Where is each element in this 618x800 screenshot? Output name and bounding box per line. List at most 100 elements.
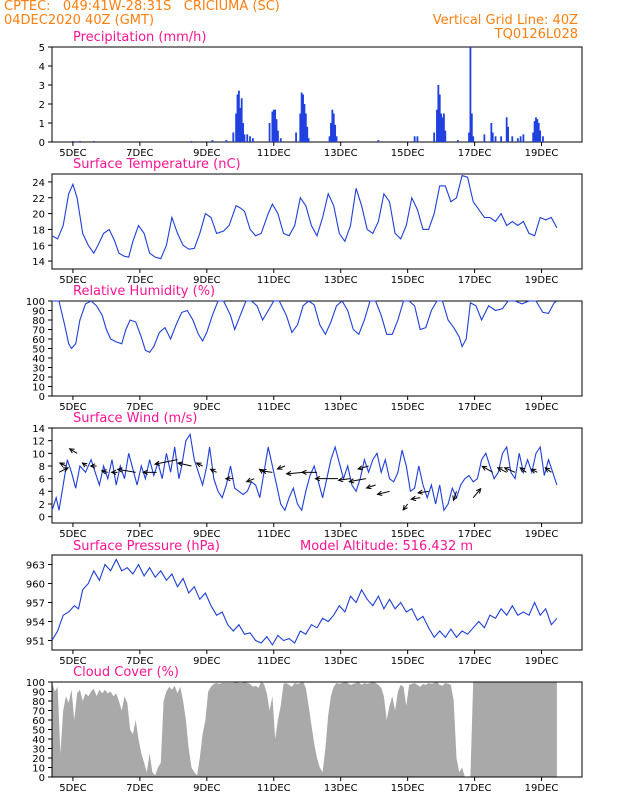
x-tick-label: 7DEC [126,275,153,286]
y-tick-label: 18 [32,225,45,236]
precip-bar [500,136,503,142]
y-tick-label: 963 [26,561,45,572]
y-tick-label: 954 [26,618,45,629]
y-tick-label: 60 [32,335,45,346]
precip-bar [271,111,274,142]
panel-4: Surface Pressure (hPa) Model Altitude: 51… [26,539,583,667]
x-tick-label: 17DEC [458,275,492,286]
wind-arrow-head [245,477,252,483]
wind-arrow [519,467,527,473]
wind-arrow [357,465,369,470]
x-tick-label: 17DEC [458,402,492,413]
y-tick-label: 0 [39,773,45,784]
panel-title: Precipitation (mm/h) [73,30,206,45]
x-tick-label: 9DEC [193,275,220,286]
wind-arrow [338,478,351,481]
panel-0: Precipitation (mm/h) 0 1 2 3 4 5 5DEC 7DEC 9DEC 11… [39,30,583,159]
wind-arrow [117,468,136,473]
y-tick-label: 3 [39,81,45,92]
y-tick-label: 5 [39,43,45,54]
y-tick-label: 2 [39,500,45,511]
x-tick-label: 13DEC [324,275,358,286]
wind-arrow-head [337,477,344,483]
y-tick-label: 80 [32,697,45,708]
panel-frame-overlay [51,681,583,778]
x-tick-label: 5DEC [59,402,86,413]
wind-arrow-head [276,464,283,470]
precip-bar [299,113,302,142]
wind-arrow [504,467,516,473]
precip-bar [300,92,303,142]
precip-bar [304,113,307,142]
panel-frame [51,173,583,270]
precip-bar [470,113,473,142]
wind-arrow-head [348,478,355,484]
precip-bar [306,126,309,142]
x-tick-label: 19DEC [525,148,559,159]
precip-bar [507,126,509,142]
y-tick-label: 0 [39,513,45,524]
series-line [52,300,558,353]
wind-arrow-head [224,476,231,482]
precip-bar [472,136,475,142]
y-tick-label: 8 [39,462,45,473]
wind-arrow [452,491,457,501]
wind-arrow [69,448,78,454]
panel-2: Relative Humidity (%) 0102030405060708090… [26,284,583,413]
x-tick-label: 11DEC [257,656,291,667]
precip-bar [433,132,436,142]
wind-arrow [366,484,376,489]
x-tick-label: 11DEC [257,402,291,413]
precip-bar [251,138,254,142]
wind-arrow [261,470,273,473]
x-tick-label: 7DEC [126,529,153,540]
date-header: 04DEC2020 40Z (GMT) [4,13,155,28]
x-tick-label: 13DEC [324,529,358,540]
y-tick-label: 50 [32,345,45,356]
wind-arrow [177,462,192,467]
wind-arrow [418,490,429,494]
precip-bar [277,130,279,142]
y-tick-label: 20 [32,373,45,384]
wind-arrow-head [496,467,503,473]
x-tick-label: 9DEC [193,656,220,667]
y-tick-label: 70 [32,707,45,718]
precip-bar [532,132,535,142]
y-tick-label: 14 [32,257,45,268]
x-tick-label: 5DEC [59,656,86,667]
y-tick-label: 957 [26,599,45,610]
y-tick-label: 1 [39,119,45,130]
precip-bar [441,117,444,142]
wind-arrow-head [141,469,148,475]
precip-bar [211,140,214,142]
precip-bar [335,136,338,142]
precip-bar [533,121,536,142]
precip-bar [456,140,459,142]
panel-title: Surface Pressure (hPa) [73,539,220,554]
wind-arrow-head [410,495,417,502]
x-tick-label: 13DEC [324,656,358,667]
precip-bar [438,94,441,142]
x-tick-label: 19DEC [525,275,559,286]
x-tick-label: 19DEC [525,783,559,794]
x-tick-label: 15DEC [391,275,425,286]
precip-bar [331,109,334,142]
precip-bar [279,138,282,142]
precip-bar [295,132,297,142]
panel-title: Surface Wind (m/s) [73,411,197,426]
y-tick-label: 100 [26,297,45,308]
wind-arrow-head [402,505,408,511]
x-tick-label: 19DEC [525,529,559,540]
panel-title: Cloud Cover (%) [73,665,179,680]
y-tick-label: 22 [32,194,45,205]
wind-arrow [277,465,286,470]
wind-arrow [154,459,178,465]
precip-bar [78,141,81,142]
station-header: CPTEC: 049:41W-28:31S CRICIUMA (SC) [4,0,280,14]
wind-arrow-head [100,469,107,475]
x-tick-label: 15DEC [391,529,425,540]
y-tick-label: 10 [32,383,45,394]
wind-arrow [58,467,69,473]
x-tick-label: 7DEC [126,656,153,667]
x-tick-label: 9DEC [193,148,220,159]
